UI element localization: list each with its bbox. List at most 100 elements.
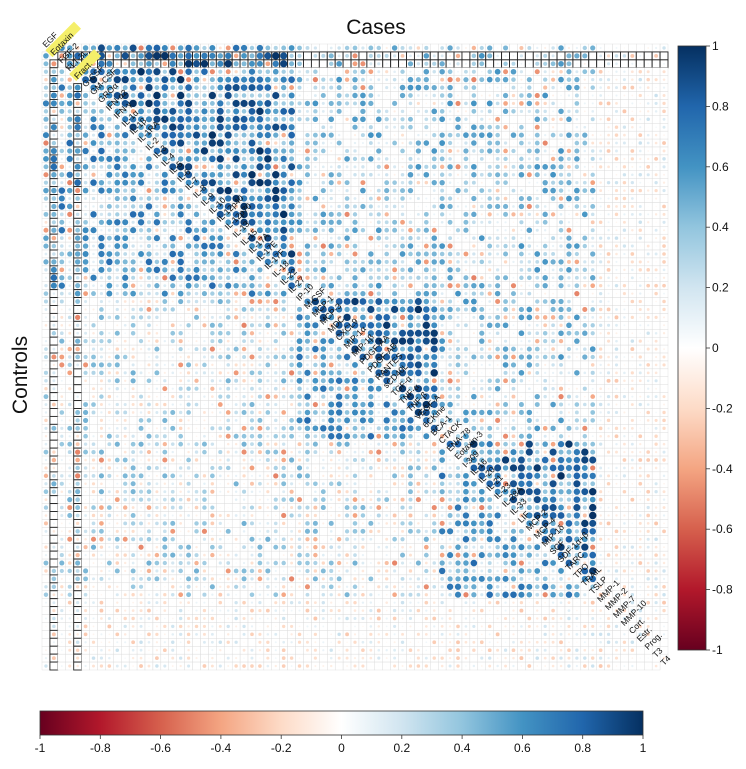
- correlation-circle: [130, 227, 137, 234]
- correlation-circle: [368, 235, 374, 241]
- correlation-circle: [401, 204, 405, 208]
- correlation-circle: [90, 155, 97, 163]
- correlation-circle: [43, 227, 49, 233]
- correlation-circle: [519, 101, 524, 106]
- correlation-circle: [480, 197, 483, 200]
- correlation-circle: [407, 84, 414, 91]
- correlation-circle: [82, 132, 89, 138]
- correlation-circle: [400, 188, 406, 194]
- correlation-circle: [456, 260, 460, 264]
- correlation-circle: [455, 290, 461, 297]
- correlation-circle: [535, 220, 540, 225]
- correlation-circle: [59, 212, 64, 217]
- correlation-circle: [481, 166, 483, 168]
- correlation-circle: [216, 186, 224, 195]
- correlation-circle: [185, 282, 192, 289]
- correlation-circle: [74, 290, 81, 297]
- correlation-circle: [566, 116, 572, 123]
- correlation-circle: [82, 251, 89, 257]
- correlation-circle: [50, 100, 57, 107]
- correlation-circle: [432, 267, 437, 272]
- correlation-circle: [471, 282, 477, 289]
- correlation-circle: [305, 196, 310, 201]
- correlation-circle: [471, 77, 477, 83]
- correlation-circle: [447, 196, 453, 201]
- correlation-circle: [68, 244, 72, 248]
- correlation-circle: [393, 237, 396, 240]
- correlation-circle: [370, 166, 372, 168]
- correlation-circle: [495, 196, 500, 201]
- correlation-circle: [487, 196, 492, 201]
- correlation-circle: [51, 172, 57, 178]
- correlation-circle: [431, 148, 438, 154]
- correlation-circle: [409, 70, 412, 73]
- correlation-circle: [590, 156, 595, 161]
- correlation-circle: [448, 157, 452, 161]
- correlation-circle: [232, 123, 240, 131]
- correlation-circle: [433, 47, 435, 49]
- correlation-circle: [304, 100, 311, 107]
- correlation-circle: [98, 124, 105, 131]
- correlation-circle: [376, 196, 381, 201]
- correlation-circle: [631, 268, 634, 272]
- correlation-circle: [42, 100, 50, 107]
- correlation-circle: [574, 101, 580, 106]
- correlation-circle: [336, 76, 343, 83]
- correlation-circle: [630, 117, 635, 122]
- correlation-circle: [630, 197, 634, 200]
- correlation-circle: [338, 197, 340, 200]
- correlation-circle: [375, 282, 382, 289]
- correlation-circle: [479, 148, 485, 154]
- correlation-circle: [107, 125, 111, 129]
- correlation-circle: [465, 94, 467, 97]
- correlation-circle: [432, 117, 437, 122]
- correlation-circle: [321, 172, 326, 177]
- correlation-circle: [638, 141, 643, 145]
- correlation-circle: [574, 251, 579, 257]
- correlation-circle: [584, 94, 586, 97]
- correlation-circle: [281, 69, 286, 74]
- correlation-circle: [520, 229, 523, 232]
- correlation-circle: [527, 164, 532, 170]
- correlation-circle: [233, 282, 239, 289]
- correlation-circle: [448, 148, 453, 154]
- correlation-circle: [114, 187, 120, 194]
- correlation-circle: [346, 126, 348, 128]
- correlation-circle: [241, 69, 247, 74]
- correlation-circle: [264, 155, 272, 163]
- correlation-circle: [161, 76, 169, 84]
- correlation-circle: [473, 158, 475, 160]
- correlation-circle: [607, 245, 610, 247]
- correlation-circle: [226, 291, 231, 296]
- correlation-circle: [590, 45, 596, 51]
- correlation-circle: [68, 236, 72, 240]
- correlation-circle: [599, 205, 602, 208]
- correlation-circle: [615, 118, 618, 121]
- correlation-circle: [208, 139, 216, 147]
- correlation-circle: [201, 219, 208, 225]
- correlation-circle: [536, 181, 539, 184]
- correlation-circle: [209, 61, 215, 67]
- correlation-circle: [639, 63, 642, 65]
- correlation-circle: [216, 139, 224, 147]
- correlation-circle: [582, 45, 587, 51]
- correlation-circle: [75, 283, 81, 289]
- correlation-circle: [274, 141, 278, 145]
- correlation-circle: [305, 78, 310, 82]
- correlation-circle: [511, 173, 516, 177]
- correlation-circle: [138, 53, 144, 59]
- correlation-circle: [440, 188, 445, 193]
- correlation-circle: [75, 276, 80, 280]
- correlation-circle: [185, 44, 192, 52]
- correlation-circle: [107, 212, 112, 217]
- correlation-circle: [544, 126, 546, 128]
- correlation-circle: [473, 269, 475, 271]
- correlation-circle: [495, 132, 500, 138]
- correlation-circle: [288, 227, 295, 233]
- correlation-circle: [257, 188, 263, 193]
- correlation-circle: [162, 69, 167, 74]
- correlation-circle: [447, 164, 453, 170]
- correlation-circle: [52, 300, 56, 304]
- correlation-circle: [408, 227, 413, 233]
- correlation-circle: [273, 101, 279, 106]
